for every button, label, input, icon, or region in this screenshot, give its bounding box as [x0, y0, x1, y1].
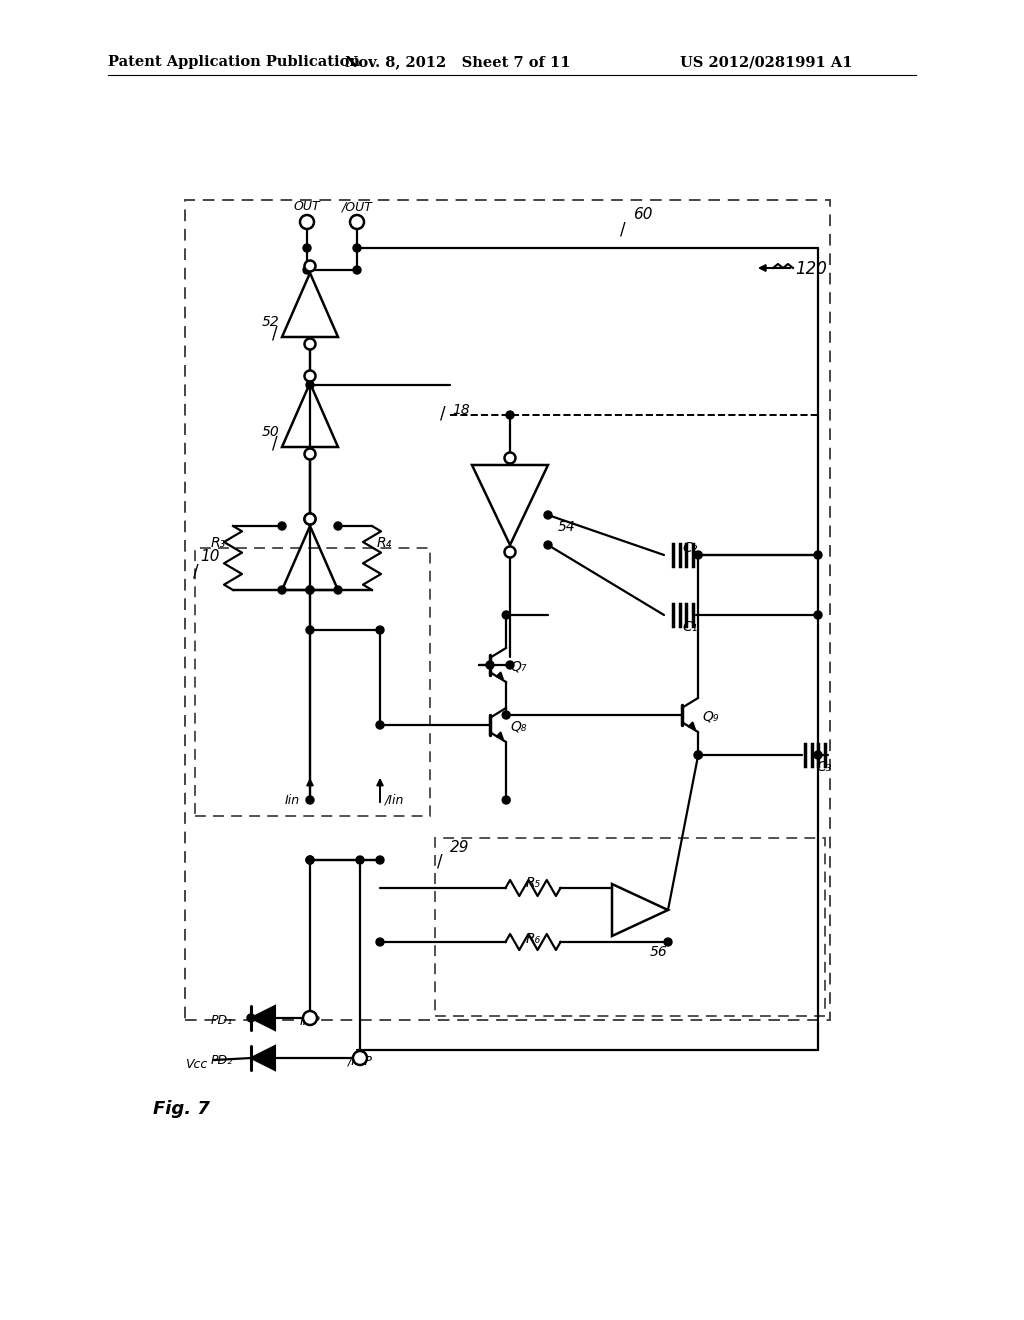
Text: Fig. 7: Fig. 7 [153, 1100, 210, 1118]
Circle shape [376, 939, 384, 946]
Bar [185, 201, 830, 1020]
Circle shape [694, 751, 702, 759]
Text: Vcc: Vcc [185, 1059, 207, 1072]
Circle shape [304, 338, 315, 350]
Circle shape [356, 855, 364, 865]
Text: /Iin: /Iin [385, 793, 404, 807]
Text: /: / [272, 436, 278, 453]
Circle shape [506, 411, 514, 418]
Circle shape [247, 1014, 255, 1022]
Text: C₂: C₂ [682, 541, 697, 554]
Circle shape [505, 546, 515, 557]
Circle shape [694, 751, 702, 759]
Text: 18: 18 [452, 403, 470, 417]
Circle shape [306, 855, 314, 865]
Text: 54: 54 [558, 520, 575, 535]
Text: Q₈: Q₈ [510, 719, 526, 734]
Text: /: / [272, 325, 278, 343]
Text: C₁: C₁ [682, 620, 697, 634]
Circle shape [334, 521, 342, 531]
Circle shape [303, 244, 311, 252]
Circle shape [306, 626, 314, 634]
Text: Q₉: Q₉ [702, 710, 719, 723]
Circle shape [506, 661, 514, 669]
Text: Patent Application Publication: Patent Application Publication [108, 55, 360, 69]
Text: Nov. 8, 2012   Sheet 7 of 11: Nov. 8, 2012 Sheet 7 of 11 [345, 55, 570, 69]
Text: C₃: C₃ [816, 760, 831, 774]
Circle shape [304, 371, 315, 381]
Text: 60: 60 [633, 207, 652, 222]
Text: PD₁: PD₁ [211, 1014, 233, 1027]
Circle shape [304, 513, 315, 524]
Text: /: / [620, 220, 626, 238]
Text: 50: 50 [262, 425, 280, 440]
Circle shape [814, 611, 822, 619]
Circle shape [502, 796, 510, 804]
Circle shape [544, 541, 552, 549]
Text: 52: 52 [262, 315, 280, 329]
Text: 29: 29 [450, 840, 469, 855]
Circle shape [353, 267, 361, 275]
Text: R₆: R₆ [525, 932, 541, 946]
Circle shape [334, 586, 342, 594]
Text: 10: 10 [200, 549, 219, 564]
Circle shape [353, 1051, 367, 1065]
Circle shape [505, 453, 515, 463]
Circle shape [486, 661, 494, 669]
Circle shape [350, 215, 364, 228]
Text: /: / [437, 853, 442, 871]
Text: OUT: OUT [294, 201, 321, 213]
Circle shape [300, 215, 314, 228]
Text: US 2012/0281991 A1: US 2012/0281991 A1 [680, 55, 853, 69]
Circle shape [304, 513, 315, 524]
Circle shape [306, 855, 314, 865]
Text: INP: INP [300, 1015, 321, 1028]
Circle shape [278, 586, 286, 594]
Bar [195, 548, 430, 816]
Circle shape [544, 511, 552, 519]
Circle shape [502, 711, 510, 719]
Text: R₄: R₄ [377, 536, 392, 550]
Circle shape [814, 550, 822, 558]
Circle shape [814, 751, 822, 759]
Circle shape [376, 626, 384, 634]
Text: Q₇: Q₇ [510, 660, 526, 675]
Text: Iin: Iin [285, 793, 300, 807]
Text: R₅: R₅ [525, 876, 541, 890]
Circle shape [304, 449, 315, 459]
Polygon shape [251, 1045, 275, 1071]
Text: /INP: /INP [347, 1055, 373, 1068]
Circle shape [376, 721, 384, 729]
Circle shape [304, 260, 315, 272]
Circle shape [353, 244, 361, 252]
Text: PD₂: PD₂ [211, 1053, 233, 1067]
Polygon shape [251, 1006, 275, 1030]
Circle shape [278, 521, 286, 531]
Circle shape [303, 1011, 317, 1026]
Text: /OUT: /OUT [342, 201, 373, 213]
Text: R₃: R₃ [211, 536, 226, 550]
Text: /: / [440, 405, 445, 422]
Circle shape [664, 939, 672, 946]
Circle shape [502, 611, 510, 619]
Text: 56: 56 [650, 945, 668, 960]
Circle shape [306, 796, 314, 804]
Circle shape [376, 855, 384, 865]
Text: 120: 120 [795, 260, 826, 279]
Circle shape [306, 586, 314, 594]
Circle shape [306, 586, 314, 594]
Bar [435, 838, 825, 1016]
Circle shape [306, 381, 314, 389]
Circle shape [303, 267, 311, 275]
Circle shape [694, 550, 702, 558]
Text: /: / [193, 562, 199, 579]
